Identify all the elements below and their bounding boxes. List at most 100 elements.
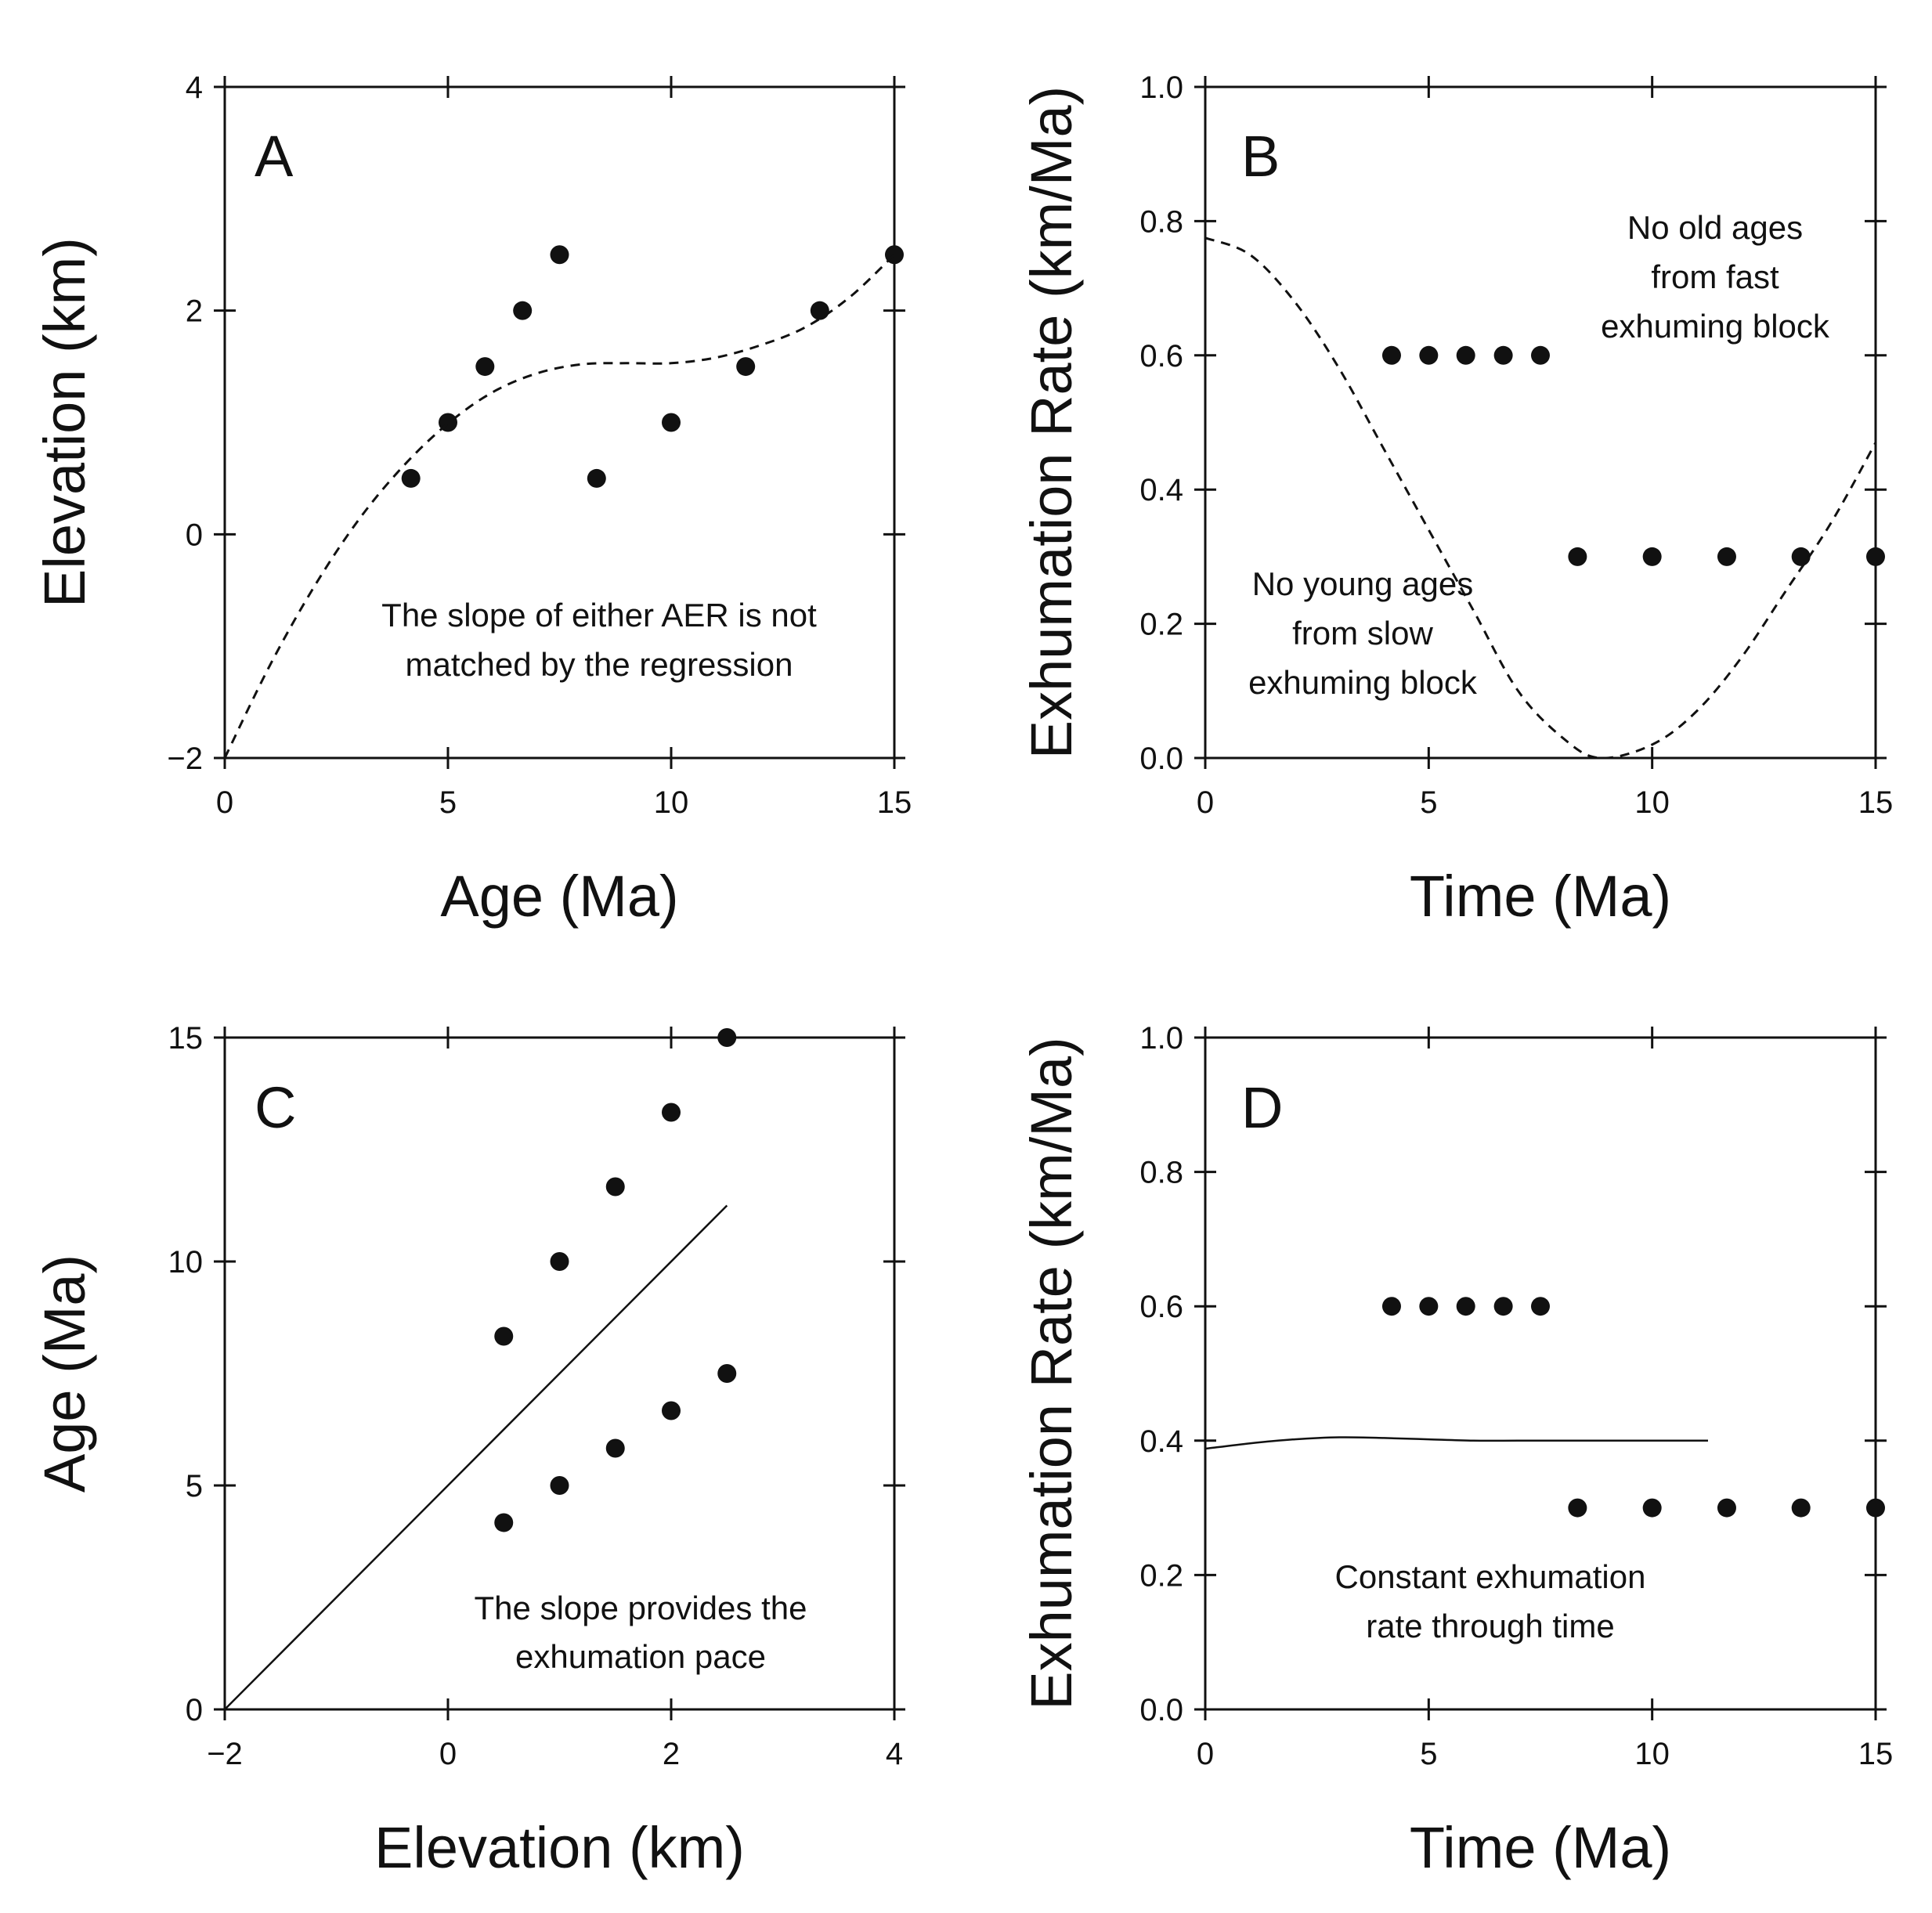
panel-b-x-tick-label: 0	[1197, 785, 1214, 820]
panel-c-data-point	[550, 1476, 569, 1495]
panel-a-y-tick-label: 2	[186, 294, 203, 329]
panel-b-data-point	[1717, 547, 1736, 566]
panel-a-data-point	[736, 357, 756, 377]
panel-c-x-tick-label: 2	[663, 1737, 680, 1771]
panel-d-data-point	[1717, 1498, 1736, 1518]
panel-b-y-tick-label: 0.6	[1139, 339, 1183, 374]
panel-a-y-tick-label: 4	[186, 70, 203, 105]
panel-d-y-tick-label: 0.6	[1139, 1290, 1183, 1324]
panel-b-annotation: exhuming block	[1248, 664, 1478, 701]
panel-d-data-point	[1493, 1297, 1513, 1316]
panel-a-data-point	[662, 413, 681, 432]
panel-a-y-tick-label: −2	[167, 742, 203, 776]
panel-b-x-tick-label: 15	[1858, 785, 1894, 820]
panel-d-data-point	[1419, 1297, 1439, 1316]
panel-c-letter: C	[255, 1075, 296, 1140]
panel-b-annotation: No young ages	[1252, 565, 1474, 602]
panel-b: 0 5 10 15 0.0 0.2 0.4 0.6 0.8 1.0 Time (Ma) Exhumat…	[1019, 70, 1893, 929]
panel-b-y-tick-label: 0.0	[1139, 742, 1183, 776]
panel-b-y-tick-label: 1.0	[1139, 70, 1183, 105]
panel-a: 0 5 10 15 −2 0 2 4 Age (Ma) Elevation (km) A The sl…	[32, 70, 912, 929]
panel-a-data-point	[401, 468, 421, 488]
panel-b-data-point	[1642, 547, 1662, 566]
panel-a-frame	[223, 85, 896, 760]
panel-d-data-point	[1381, 1297, 1401, 1316]
panel-d: 0 5 10 15 0.0 0.2 0.4 0.6 0.8 1.0 Time (Ma) Exhumat…	[1019, 1021, 1893, 1880]
panel-d-data-point	[1456, 1297, 1475, 1316]
panel-c-y-tick-label: 15	[168, 1021, 204, 1056]
panel-d-y-tick-label: 0.2	[1139, 1558, 1183, 1593]
panel-c-annotation: The slope provides the	[475, 1590, 807, 1626]
panel-b-y-tick-label: 0.8	[1139, 204, 1183, 239]
panel-c-data-point	[717, 1028, 737, 1047]
panel-d-data-point	[1531, 1297, 1550, 1316]
panel-a-annotation: The slope of either AER is not	[381, 597, 817, 633]
panel-a-x-tick-label: 0	[216, 785, 233, 820]
panel-d-data-point	[1568, 1498, 1587, 1518]
panel-c-x-axis-label: Elevation (km)	[374, 1815, 745, 1880]
panel-d-letter: D	[1241, 1075, 1283, 1140]
panel-b-x-axis-label: Time (Ma)	[1410, 864, 1671, 929]
panel-c-data-point	[662, 1401, 681, 1420]
panel-a-x-tick-label: 10	[654, 785, 689, 820]
panel-d-data-point	[1791, 1498, 1811, 1518]
panel-d-annotation: rate through time	[1366, 1608, 1615, 1644]
panel-c-y-tick-label: 10	[168, 1245, 204, 1280]
panel-c-x-tick-label: 0	[439, 1737, 457, 1771]
panel-a-data-point	[587, 468, 606, 488]
panel-d-x-tick-label: 5	[1420, 1737, 1437, 1771]
panel-d-x-tick-label: 10	[1634, 1737, 1670, 1771]
panel-b-x-tick-label: 10	[1634, 785, 1670, 820]
panel-b-data-point	[1866, 547, 1885, 566]
panel-b-y-axis-label: Exhumation Rate (km/Ma)	[1019, 86, 1084, 760]
panel-a-data-point	[550, 245, 569, 265]
panel-c-frame	[223, 1036, 896, 1711]
panel-c-ticks	[214, 1027, 905, 1720]
panel-b-rate-from-regression-line	[1205, 236, 1876, 758]
panel-b-data-point	[1531, 345, 1550, 365]
panel-d-frame	[1204, 1036, 1877, 1711]
panel-b-data-point	[1493, 345, 1513, 365]
panel-a-y-tick-label: 0	[186, 518, 203, 552]
panel-b-data-point	[1456, 345, 1475, 365]
panel-c-annotation: exhumation pace	[515, 1638, 766, 1675]
panel-a-x-tick-label: 5	[439, 785, 457, 820]
panel-c-y-tick-label: 5	[186, 1469, 203, 1503]
panel-d-data-point	[1642, 1498, 1662, 1518]
panel-c-linear-regression-line	[225, 1204, 728, 1709]
panel-d-annotation: Constant exhumation	[1335, 1558, 1646, 1595]
panel-d-rate-from-regression-line	[1205, 1436, 1708, 1450]
panel-a-y-axis-label: Elevation (km)	[32, 237, 97, 608]
panel-d-y-axis-label: Exhumation Rate (km/Ma)	[1019, 1037, 1084, 1710]
panel-b-annotation: No old ages	[1627, 209, 1803, 246]
panel-d-x-tick-label: 15	[1858, 1737, 1894, 1771]
panel-c-data-point	[605, 1438, 625, 1458]
panel-a-ticks	[214, 76, 905, 769]
panel-d-x-axis-label: Time (Ma)	[1410, 1815, 1671, 1880]
panel-d-ticks	[1194, 1027, 1887, 1720]
panel-c-x-tick-label: −2	[207, 1737, 243, 1771]
panel-c-data-point	[717, 1364, 737, 1383]
panel-c-data-point	[494, 1513, 514, 1532]
panel-c-y-tick-label: 0	[186, 1693, 203, 1727]
panel-a-annotation: matched by the regression	[406, 646, 793, 683]
panel-d-y-tick-label: 0.4	[1139, 1424, 1183, 1459]
panel-c-data-point	[550, 1252, 569, 1271]
panel-d-y-tick-label: 0.0	[1139, 1693, 1183, 1727]
panel-b-ticks	[1194, 76, 1887, 769]
panel-d-x-tick-label: 0	[1197, 1737, 1214, 1771]
panel-d-data-point	[1866, 1498, 1885, 1518]
panel-c-y-axis-label: Age (Ma)	[32, 1254, 97, 1493]
panel-a-data-point	[475, 357, 495, 377]
panel-b-data-point	[1791, 547, 1811, 566]
panel-d-y-tick-label: 0.8	[1139, 1156, 1183, 1190]
panel-b-data-point	[1568, 547, 1587, 566]
panel-b-y-tick-label: 0.2	[1139, 608, 1183, 642]
panel-a-data-point	[513, 301, 533, 320]
panel-c-data-point	[494, 1326, 514, 1346]
panel-a-x-tick-label: 15	[877, 785, 912, 820]
panel-a-x-axis-label: Age (Ma)	[440, 864, 678, 929]
panel-b-annotation: from slow	[1292, 615, 1433, 652]
